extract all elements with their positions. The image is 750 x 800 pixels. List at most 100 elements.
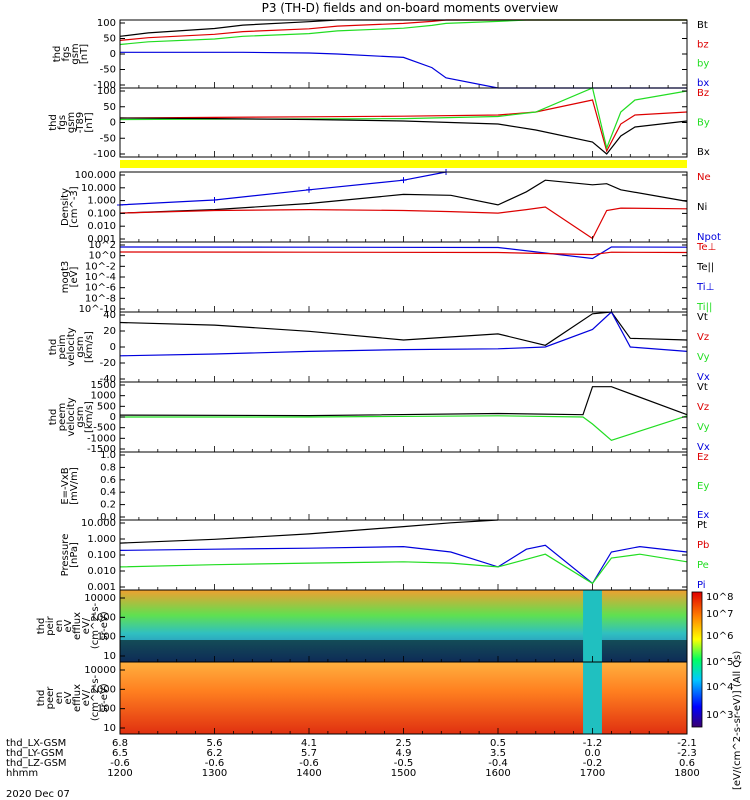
footer-value: 1200 <box>107 768 132 779</box>
peir-gap-band <box>583 590 602 662</box>
ephemeris-footer: thd_LX-GSM 6.8 5.6 4.1 2.5 0.5 -1.2 -2.1 thd_LY-… <box>6 738 700 779</box>
peim-ytick-label: -40 <box>100 374 116 385</box>
panel-peir: 10000 1000 100 10 thdpeireneVeffluxeV/(cm^2-… <box>36 589 688 663</box>
pressure-ytick-label: 0.100 <box>87 550 116 561</box>
peim-ylabel: peim <box>57 334 68 359</box>
pressure-ytick-label: 1.000 <box>87 534 116 545</box>
density-series-Ne <box>119 206 688 240</box>
fgs_dt-legend-2: Bx <box>697 147 710 158</box>
peem-legend-0: Vt <box>697 382 708 393</box>
peer-ytick-label: 100 <box>97 704 116 715</box>
density-series-Ni <box>119 179 688 214</box>
peir-ylabel: efflux <box>72 612 83 640</box>
footer-value: 1300 <box>202 768 227 779</box>
peim-ytick-label: 0 <box>110 342 116 353</box>
density-ylabel: Density <box>60 188 71 226</box>
peer-gap-band <box>583 662 602 734</box>
fgs_dt-legend-1: By <box>697 118 710 129</box>
footer-value: 4.9 <box>396 748 412 759</box>
peir-ytick-label: 1000 <box>91 612 116 623</box>
footer-value: 0.5 <box>490 738 506 749</box>
footer-row-label: thd_LZ-GSM <box>6 758 67 769</box>
density-ytick-label: 0.100 <box>87 208 116 219</box>
figure-title: P3 (TH-D) fields and on-board moments ov… <box>262 1 559 15</box>
peir-low-energy-band <box>120 640 687 662</box>
fgs_dt-ytick-label: 50 <box>103 102 116 113</box>
fgs-ytick-label: -100 <box>93 80 116 91</box>
fgs_dt-frame <box>119 87 688 158</box>
panel-density: 100.000 10.000 1.0000.100 0.010 0.001 Density… <box>60 169 721 245</box>
peir-ylabel: eV <box>63 619 74 632</box>
fgs-frame <box>119 19 688 89</box>
temp-ylabel: [eV] <box>69 267 80 288</box>
pressure-ylabel: [nPa] <box>69 542 80 568</box>
efield-ytick-label: 1.0 <box>100 450 116 461</box>
fgs-ylabel: gsm <box>70 43 81 64</box>
temp-legend-1: Te|| <box>696 262 714 273</box>
fgs-ytick-label: -50 <box>100 65 116 76</box>
efield-legend-1: Ey <box>697 481 709 492</box>
colorbar: 10^8 10^7 10^6 10^5 10^4 10^3 [eV/(cm^2-… <box>691 591 743 790</box>
efield-ylabel: [mV/m] <box>69 467 80 505</box>
footer-value: 5.7 <box>301 748 317 759</box>
cbar-tick-4: 10^4 <box>706 682 733 693</box>
efield-ytick-label: 0.4 <box>100 487 116 498</box>
peim-series-Vx <box>119 311 688 357</box>
footer-value: -0.2 <box>583 758 603 769</box>
temp-legend-2: Ti⊥ <box>696 282 714 293</box>
temp-ytick-label: 10^-6 <box>85 283 116 294</box>
density-legend-1: Ni <box>697 202 707 213</box>
footer-row-label: hhmm <box>6 768 38 779</box>
peem-ylabel: velocity <box>66 397 77 436</box>
peer-ylabel: eV <box>63 691 74 704</box>
peem-legend-3: Vx <box>697 442 710 453</box>
footer-value: -0.6 <box>110 758 130 769</box>
footer-value: 6.5 <box>112 748 128 759</box>
peim-ylabel: [km/s] <box>84 331 95 363</box>
pressure-ytick-label: 10.000 <box>81 518 116 529</box>
panel-efield: 1.00.8 0.60.4 0.20.0 E=-VxB[mV/m] Ez Ey Ex <box>60 450 709 523</box>
temp-ytick-label: 10^2 <box>89 240 116 251</box>
peir-ylabel: en <box>54 620 65 633</box>
footer-value: 1700 <box>580 768 605 779</box>
colorbar-label: [eV/(cm^2-s-sr-eV)] (All Qs) <box>732 651 743 790</box>
density-ytick-label: 10.000 <box>81 183 116 194</box>
peem-legend-1: Vz <box>697 402 709 413</box>
cbar-tick-0: 10^8 <box>706 592 733 603</box>
footer-value: -0.4 <box>488 758 508 769</box>
efield-ytick-label: 0.6 <box>100 475 116 486</box>
peer-ylabel: eV/ <box>81 689 92 706</box>
efield-frame <box>119 451 688 521</box>
fgs-ylabel: fgs <box>61 46 72 61</box>
efield-legend-0: Ez <box>697 452 709 463</box>
pressure-series-Pe <box>119 553 688 585</box>
density-legend-2: Npot <box>697 232 721 243</box>
peem-ytick-label: -1500 <box>87 444 116 455</box>
fgs-ylabel: [nT] <box>79 44 90 64</box>
peim-series-Vt <box>119 311 688 346</box>
pressure-legend-0: Pt <box>697 520 707 531</box>
fgs-legend-2: by <box>697 59 709 70</box>
pressure-frame <box>119 519 688 591</box>
footer-value: 6.8 <box>112 738 128 749</box>
peim-ytick-label: 20 <box>103 326 116 337</box>
peim-legend-0: Vt <box>697 312 708 323</box>
cbar-tick-5: 10^3 <box>706 710 733 721</box>
colorbar-scale <box>691 591 703 728</box>
peir-ylabel: eV/ <box>81 617 92 634</box>
temp-ylabel: mogt3 <box>60 261 71 294</box>
peer-ylabel: (cm^2-s- <box>90 674 101 721</box>
footer-value: 1600 <box>485 768 510 779</box>
fgs_dt-ylabel: gsm <box>66 112 77 133</box>
density-legend-0: Ne <box>697 172 711 183</box>
peer-ytick-label: 1000 <box>91 684 116 695</box>
peir-ylabel: sr-eV) <box>99 611 110 640</box>
peim-ylabel: thd <box>48 339 59 356</box>
fgs-ytick-label: 50 <box>103 34 116 45</box>
density-ytick-label: 1.000 <box>87 196 116 207</box>
fgs-ytick-label: 0 <box>110 49 116 60</box>
peem-series-Vt <box>119 386 688 417</box>
date-label: 2020 Dec 07 <box>6 789 70 800</box>
